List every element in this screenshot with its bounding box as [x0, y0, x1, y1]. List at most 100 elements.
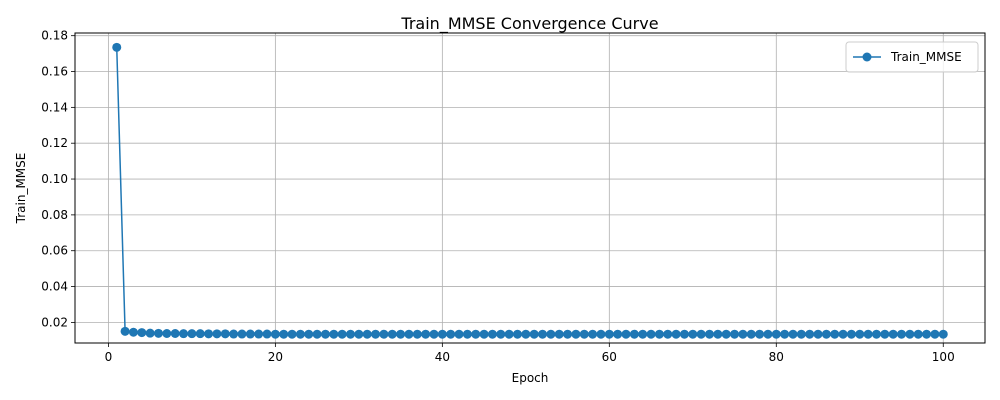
plot-frame	[74, 32, 986, 344]
data-point	[596, 329, 606, 339]
data-point	[788, 329, 798, 339]
data-point	[922, 329, 932, 339]
data-point	[170, 329, 180, 339]
data-point	[930, 329, 940, 339]
grid	[75, 33, 985, 343]
data-point	[855, 329, 865, 339]
data-point	[663, 329, 673, 339]
data-point	[813, 329, 823, 339]
data-point	[187, 329, 197, 339]
data-point	[671, 329, 681, 339]
ticks: 0 20 40 60 80 100 0.02 0.04 0.06 0.08 0.10 0.12 0.14…	[41, 29, 954, 364]
x-tick-label: 40	[435, 350, 450, 364]
data-point	[312, 329, 322, 339]
x-tick-label: 0	[105, 350, 113, 364]
data-point	[237, 329, 247, 339]
data-point	[354, 329, 364, 339]
data-point	[546, 329, 556, 339]
data-point	[437, 329, 447, 339]
data-point	[713, 329, 723, 339]
data-point	[763, 329, 773, 339]
data-point	[654, 329, 664, 339]
data-point	[913, 329, 923, 339]
data-point	[137, 328, 147, 338]
data-point	[796, 329, 806, 339]
data-point	[521, 329, 531, 339]
legend-box	[845, 41, 979, 73]
data-point	[462, 329, 472, 339]
data-point	[479, 329, 489, 339]
y-tick-label: 0.12	[41, 136, 68, 150]
y-tick-label: 0.08	[41, 208, 68, 222]
y-tick-label: 0.06	[41, 244, 68, 258]
data-point	[579, 329, 589, 339]
legend-label: Train_MMSE	[890, 50, 962, 64]
y-tick-label: 0.02	[41, 315, 68, 329]
data-point	[730, 329, 740, 339]
y-tick-label: 0.14	[41, 100, 68, 114]
data-point	[746, 329, 756, 339]
data-point	[588, 329, 598, 339]
data-point	[254, 329, 264, 339]
data-point	[771, 329, 781, 339]
x-tick-label: 60	[602, 350, 617, 364]
data-point	[287, 329, 297, 339]
chart-title: Train_MMSE Convergence Curve	[400, 14, 658, 34]
data-point	[554, 329, 564, 339]
data-point	[162, 329, 172, 339]
data-point	[387, 329, 397, 339]
data-point	[153, 328, 163, 338]
data-point	[229, 329, 239, 339]
data-point	[846, 329, 856, 339]
data-point	[346, 329, 356, 339]
data-point	[571, 329, 581, 339]
data-point	[938, 329, 948, 339]
data-point	[888, 329, 898, 339]
data-point	[563, 329, 573, 339]
data-point	[320, 329, 330, 339]
data-point	[821, 329, 831, 339]
data-point	[262, 329, 272, 339]
data-point	[304, 329, 314, 339]
data-point	[512, 329, 522, 339]
data-point	[638, 329, 648, 339]
data-point	[379, 329, 389, 339]
data-point	[504, 329, 514, 339]
data-point	[496, 329, 506, 339]
y-tick-label: 0.10	[41, 172, 68, 186]
x-tick-label: 80	[769, 350, 784, 364]
y-axis-label: Train_MMSE	[14, 153, 28, 225]
data-point	[295, 329, 305, 339]
data-point	[112, 42, 122, 52]
data-point	[220, 329, 230, 339]
data-point	[871, 329, 881, 339]
data-point	[838, 329, 848, 339]
data-point	[204, 329, 214, 339]
data-point	[421, 329, 431, 339]
x-axis-label: Epoch	[512, 371, 549, 385]
data-point	[179, 329, 189, 339]
data-point	[738, 329, 748, 339]
data-point	[128, 327, 138, 337]
data-point	[404, 329, 414, 339]
x-tick-label: 100	[932, 350, 955, 364]
data-point	[646, 329, 656, 339]
data-point	[604, 329, 614, 339]
y-tick-label: 0.16	[41, 65, 68, 79]
data-point	[830, 329, 840, 339]
series-train-mmse	[112, 42, 948, 339]
data-point	[780, 329, 790, 339]
legend-marker-swatch	[862, 52, 872, 62]
data-point	[454, 329, 464, 339]
y-tick-label: 0.04	[41, 280, 68, 294]
data-point	[396, 329, 406, 339]
data-point	[613, 329, 623, 339]
x-tick-label: 20	[268, 350, 283, 364]
data-point	[880, 329, 890, 339]
data-point	[704, 329, 714, 339]
data-point	[329, 329, 339, 339]
legend: Train_MMSE	[845, 41, 979, 73]
data-point	[863, 329, 873, 339]
data-point	[805, 329, 815, 339]
